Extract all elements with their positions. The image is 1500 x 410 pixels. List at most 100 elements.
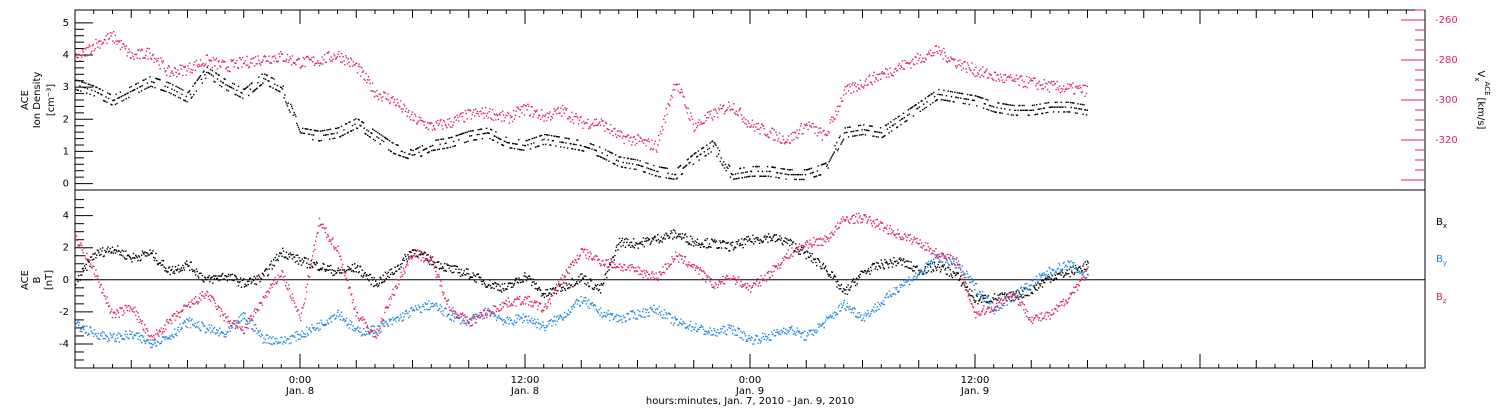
velocity-point [364, 79, 366, 81]
velocity-point [1068, 87, 1070, 90]
density-point [539, 135, 542, 137]
velocity-point [1055, 88, 1057, 91]
by-point [353, 330, 355, 332]
density-point [359, 124, 361, 127]
velocity-point [778, 132, 781, 134]
velocity-point [593, 118, 596, 121]
bx-point [627, 244, 630, 247]
bx-point [910, 261, 912, 263]
by-point [513, 324, 515, 326]
velocity-point [199, 59, 202, 61]
density-point [646, 167, 648, 169]
velocity-point [119, 48, 122, 50]
velocity-point [696, 124, 699, 127]
bx-point [479, 276, 481, 279]
by-point [618, 320, 620, 322]
velocity-point [339, 55, 341, 58]
by-point [486, 314, 489, 316]
bx-point [702, 243, 704, 246]
velocity-point [622, 135, 624, 137]
bx-point [957, 272, 959, 275]
velocity-point [1052, 80, 1055, 83]
bx-point [460, 268, 462, 271]
density-point [790, 173, 792, 176]
bx-point [443, 270, 445, 272]
bx-point [202, 280, 204, 282]
velocity-point [822, 130, 824, 132]
by-point [88, 333, 90, 336]
bx-point [144, 251, 146, 253]
density-point [391, 141, 393, 144]
density-point [117, 97, 119, 99]
density-point [222, 82, 225, 84]
bx-point [825, 269, 828, 272]
bx-point [444, 269, 447, 271]
bx-point [837, 280, 839, 283]
bx-point [110, 252, 112, 254]
by-point [358, 331, 360, 333]
density-point [811, 172, 813, 174]
bx-point [513, 283, 516, 285]
velocity-point [1048, 91, 1051, 93]
bx-point [165, 267, 167, 269]
velocity-point [534, 111, 537, 113]
by-point [140, 334, 142, 336]
velocity-point [626, 134, 629, 137]
bx-point [113, 250, 115, 252]
density-point [823, 163, 825, 165]
by-point [429, 308, 431, 311]
by-point [721, 327, 723, 330]
density-point [903, 116, 905, 119]
by-point [247, 317, 249, 319]
velocity-point [121, 46, 123, 49]
velocity-point [824, 134, 826, 136]
velocity-point [1075, 85, 1078, 87]
by-point [927, 266, 929, 268]
by-point [568, 313, 570, 316]
density-point [524, 144, 527, 147]
velocity-point [269, 61, 272, 64]
by-point [199, 329, 201, 332]
bx-point [615, 249, 617, 252]
by-point [541, 325, 543, 327]
by-point [499, 317, 501, 320]
density-point [1084, 109, 1087, 111]
velocity-point [1035, 85, 1037, 87]
density-point [214, 81, 216, 83]
density-point [897, 116, 900, 118]
density-point [124, 93, 127, 96]
bx-point [339, 272, 341, 274]
bx-point [570, 284, 572, 287]
velocity-point [129, 57, 132, 59]
density-point [241, 92, 243, 94]
velocity-point [159, 67, 161, 70]
bx-point [517, 282, 519, 284]
by-point [326, 319, 328, 321]
density-point [906, 114, 909, 116]
density-point [113, 99, 116, 101]
velocity-point [385, 97, 387, 100]
bx-point [668, 237, 670, 239]
velocity-point [204, 63, 207, 65]
velocity-point [1025, 85, 1027, 88]
velocity-point [269, 62, 271, 64]
bx-point [471, 276, 473, 278]
by-point [444, 307, 446, 310]
by-point [874, 303, 876, 305]
bx-point [607, 266, 609, 268]
velocity-point [409, 119, 412, 121]
bx-point [619, 241, 621, 244]
bx-point [510, 286, 513, 289]
density-point [573, 143, 576, 146]
bx-point [440, 263, 442, 265]
bx-point [545, 289, 547, 291]
velocity-ylabel: VxACE[km/s] [1473, 71, 1491, 130]
velocity-point [420, 117, 422, 119]
by-point [795, 334, 797, 336]
density-point [901, 118, 903, 120]
by-point [128, 337, 130, 340]
velocity-point [896, 69, 899, 72]
velocity-point [488, 110, 490, 113]
density-point [436, 139, 438, 141]
density-point [231, 87, 233, 89]
